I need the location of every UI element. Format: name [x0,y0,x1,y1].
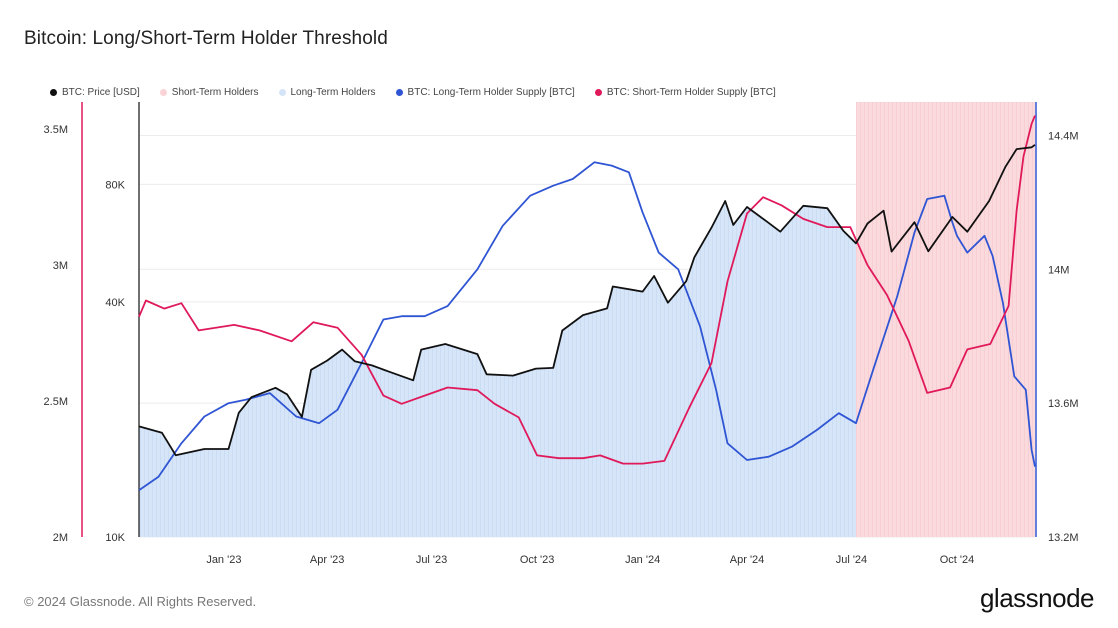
legend-sth-supply-marker [594,89,602,96]
legend-price-marker [50,89,57,96]
short-term-holders-zone [856,102,1035,537]
series-line-price [138,144,1036,457]
legend: BTC: Price [USD] Short-Term Holders Long… [50,87,796,98]
x-axis-tick-label: Apr '23 [310,554,345,566]
legend-sth-zone-marker [159,89,167,96]
legend-item-lth-zone[interactable]: Long-Term Holders [278,87,376,98]
lth-axis-tick-label: 13.2M [1048,532,1079,544]
sth-axis-tick-label: 3.5M [44,124,68,136]
long-term-holders-zone [139,201,857,537]
legend-label: Long-Term Holders [290,87,376,98]
lth-axis-tick-label: 13.6M [1048,398,1079,410]
chart-title: Bitcoin: Long/Short-Term Holder Threshol… [24,28,388,49]
price-axis-tick-label: 80K [105,179,125,191]
legend-item-price[interactable]: BTC: Price [USD] [50,87,140,98]
legend-item-sth-supply[interactable]: BTC: Short-Term Holder Supply [BTC] [594,87,776,98]
x-axis-tick-label: Jan '24 [625,554,660,566]
legend-label: BTC: Short-Term Holder Supply [BTC] [606,87,776,98]
series-line-lth-supply [138,161,1036,491]
series-line-sth-supply [138,115,1036,465]
sth-axis-tick-label: 3M [53,260,68,272]
x-axis-tick-label: Oct '24 [940,554,975,566]
legend-label: BTC: Price [USD] [62,87,140,98]
lth-axis-tick-label: 14M [1048,264,1069,276]
lth-axis-tick-label: 14.4M [1048,130,1079,142]
glassnode-logo: glassnode [979,583,1095,613]
legend-label: BTC: Long-Term Holder Supply [BTC] [407,87,575,98]
x-axis-tick-label: Jul '23 [416,554,447,566]
legend-item-sth-zone[interactable]: Short-Term Holders [159,87,259,98]
x-axis-tick-label: Jul '24 [836,554,867,566]
legend-lth-zone-marker [278,89,286,96]
copyright-text: © 2024 Glassnode. All Rights Reserved. [24,594,257,609]
legend-item-lth-supply[interactable]: BTC: Long-Term Holder Supply [BTC] [395,87,575,98]
sth-axis-tick-label: 2.5M [44,396,68,408]
x-axis-tick-label: Jan '23 [206,554,241,566]
legend-lth-supply-marker [395,89,403,96]
price-axis-tick-label: 40K [105,297,125,309]
x-axis-tick-label: Oct '23 [520,554,555,566]
price-axis-tick-label: 10K [105,532,125,544]
sth-axis-tick-label: 2M [53,532,68,544]
x-axis-tick-label: Apr '24 [730,554,765,566]
legend-label: Short-Term Holders [171,87,259,98]
